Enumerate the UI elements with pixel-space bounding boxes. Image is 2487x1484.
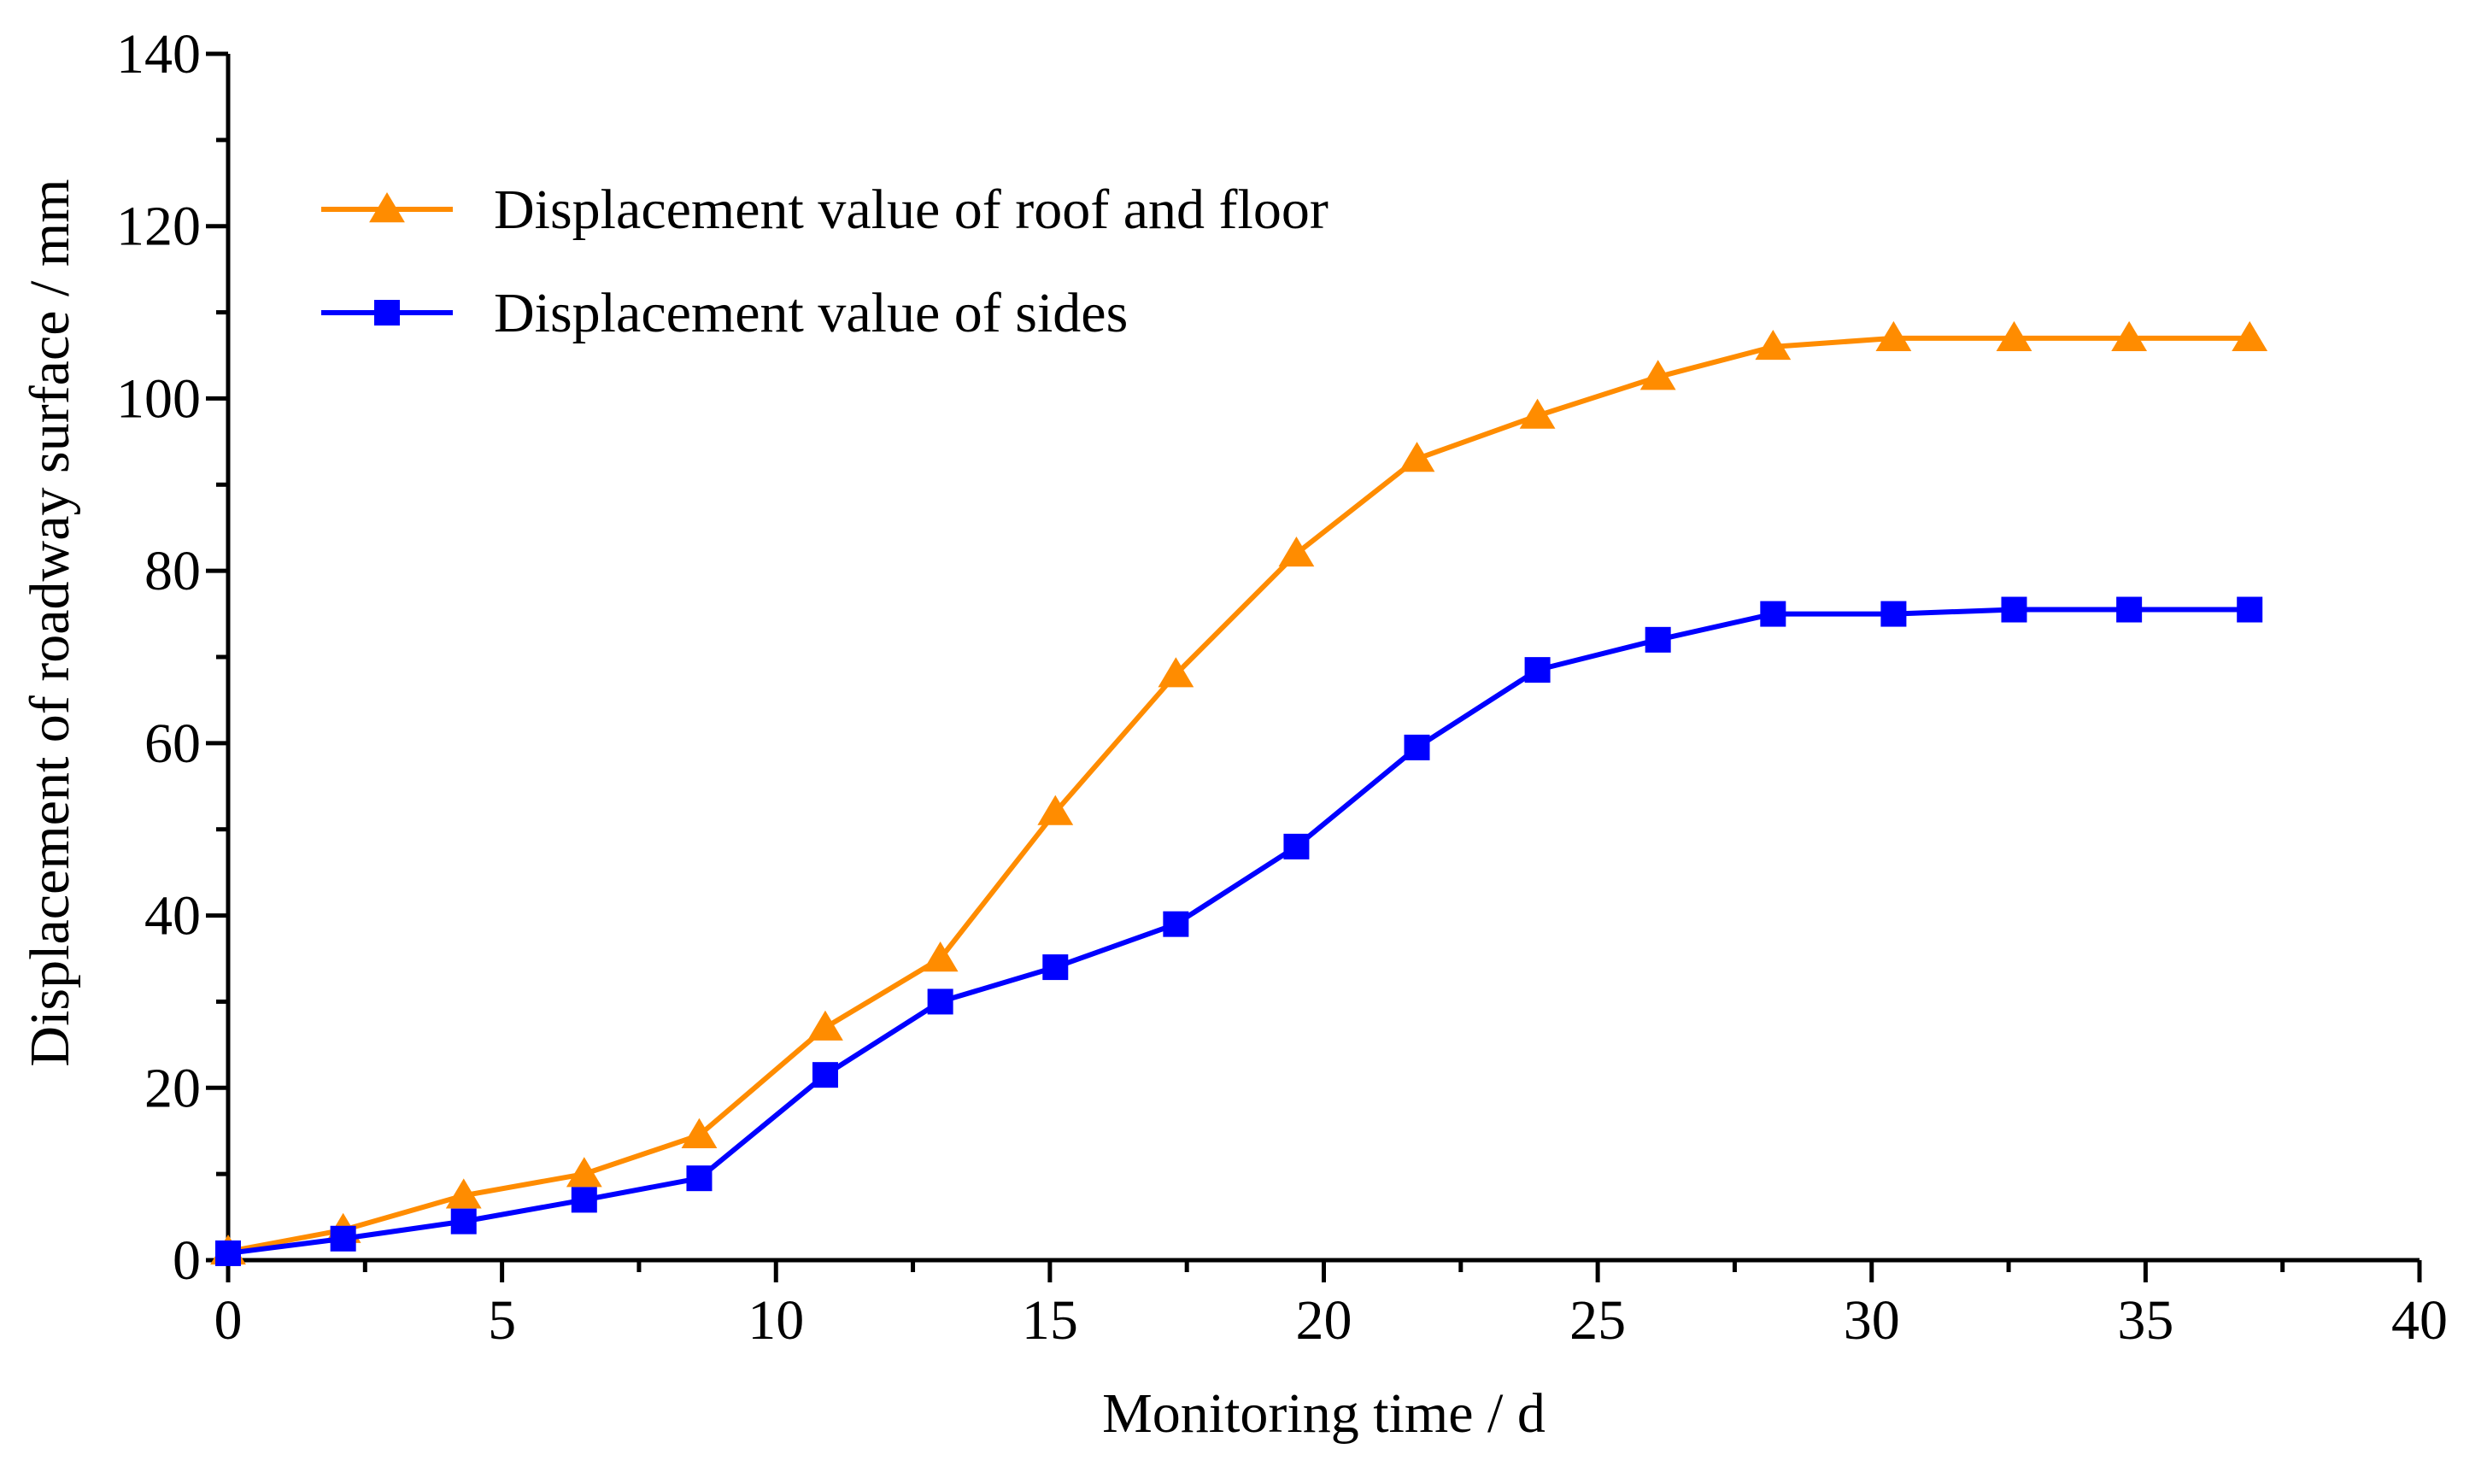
x-tick-label: 25 [1569,1289,1626,1352]
series-1-point [1519,398,1556,429]
ticks: 0 5 10 15 20 25 30 35 40 0 20 40 60 80 100 120 140 [116,23,2448,1352]
y-tick-label: 80 [144,540,201,602]
y-tick-label: 120 [116,196,201,258]
series-1-point [1755,329,1792,361]
legend-marker-1 [369,192,405,223]
series-1-point [1399,442,1435,472]
x-tick-label: 20 [1296,1289,1352,1352]
series-2-point [1880,601,1907,627]
series-2-point [1283,833,1310,859]
series-2-line [227,607,2250,1256]
series-1-point [1037,795,1074,825]
series-2-point [1042,954,1069,981]
series-1-line [227,335,2250,1254]
series-1-point [1875,320,1912,352]
y-tick-label: 100 [116,367,201,430]
series-2-point [330,1225,356,1252]
series-2-point [2116,596,2143,623]
series-1 [210,320,2268,1265]
y-axis-title: Displacement of roadway surface / mm [19,179,81,1066]
legend: Displacement value of roof and floor Disp… [321,179,1329,344]
series-2-point [686,1165,713,1192]
series-layer [210,320,2268,1266]
x-tick-label: 0 [214,1289,243,1352]
y-tick-label: 60 [144,713,201,775]
x-tick-label: 30 [1844,1289,1900,1352]
series-1-point [2232,320,2268,352]
legend-marker-2 [374,300,400,326]
x-axis-title: Monitoring time / d [1102,1382,1546,1445]
series-1-point [445,1178,482,1209]
series-1-point [1996,320,2032,352]
y-tick-label: 0 [173,1229,201,1292]
series-2-point [1524,657,1551,683]
series-2-point [571,1187,597,1213]
series-2-point [1404,734,1430,760]
series-2 [215,596,2263,1266]
series-2-point [2237,596,2263,623]
series-1-point [807,1010,843,1041]
series-1-point [1278,537,1315,567]
series-2-point [450,1208,477,1235]
series-1-point [566,1157,602,1188]
y-tick-label: 40 [144,885,201,947]
series-2-point [1645,626,1671,653]
x-tick-label: 5 [488,1289,516,1352]
series-1-point [1158,657,1194,688]
series-2-point [1760,601,1786,627]
y-tick-label: 20 [144,1057,201,1119]
x-tick-label: 10 [748,1289,804,1352]
legend-label-1: Displacement value of roof and floor [494,179,1329,241]
x-tick-label: 35 [2117,1289,2173,1352]
series-2-point [927,988,953,1015]
y-tick-label: 140 [116,23,201,85]
series-2-point [1163,911,1189,937]
series-2-point [2001,596,2027,623]
series-1-point [922,941,959,972]
series-1-point [2111,320,2148,352]
x-tick-label: 40 [2391,1289,2448,1352]
series-1-point [1639,360,1676,390]
series-2-point [215,1240,241,1266]
x-tick-label: 15 [1022,1289,1078,1352]
series-2-point [812,1062,838,1088]
legend-label-2: Displacement value of sides [494,282,1128,344]
series-1-point [681,1117,718,1148]
